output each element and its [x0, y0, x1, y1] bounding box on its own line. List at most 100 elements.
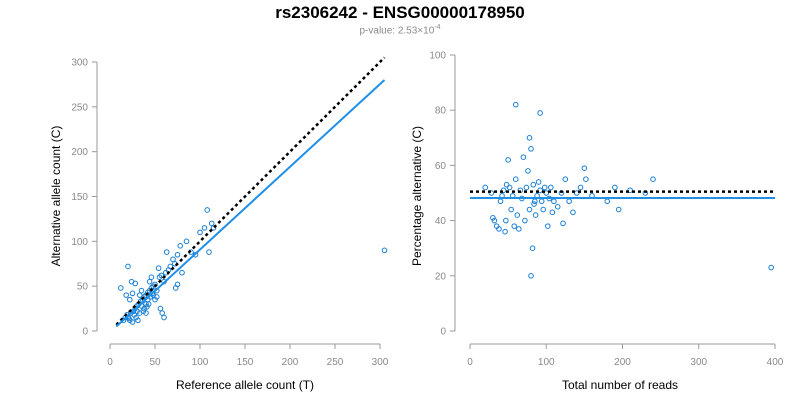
left-data-point	[145, 301, 152, 307]
right-y-tick-label: 40	[435, 216, 447, 227]
right-lines	[470, 190, 775, 199]
left-x-tick-label: 300	[372, 357, 389, 368]
left-data-point	[138, 287, 145, 294]
right-y-tick-label: 20	[435, 271, 447, 282]
left-data-point	[210, 225, 217, 231]
right-data-point	[581, 165, 588, 171]
left-data-point	[148, 274, 155, 281]
right-data-point	[523, 184, 530, 191]
right-y-tick-label: 80	[435, 106, 447, 117]
right-y-axis: 0 20 40 60 80 100	[429, 51, 456, 338]
left-data-point	[174, 251, 181, 258]
left-data-point	[161, 314, 167, 321]
left-x-tick-label: 250	[327, 357, 344, 368]
p-value-text: p-value: 2.53×10	[359, 25, 435, 37]
right-data-point	[537, 187, 543, 194]
left-data-point	[157, 305, 164, 312]
right-data-point	[500, 187, 507, 194]
left-data-point	[118, 285, 124, 291]
right-data-point	[512, 101, 519, 108]
left-lines	[115, 56, 386, 328]
left-y-tick-label: 200	[71, 147, 88, 158]
right-data-point	[543, 190, 550, 196]
right-data-point	[560, 220, 566, 227]
left-data-point	[179, 269, 185, 276]
right-data-point	[529, 245, 536, 251]
left-y-tick-label: 150	[71, 192, 88, 203]
right-x-tick-label: 0	[467, 357, 473, 368]
left-y-axis: 0 50 100 150 200 250 300	[71, 58, 98, 338]
right-data-point	[544, 223, 551, 229]
right-data-point	[627, 187, 633, 194]
left-data-point	[158, 272, 165, 279]
right-data-point	[566, 198, 572, 205]
left-data-point	[204, 207, 210, 213]
left-y-axis-label: Alternative allele count (C)	[49, 126, 63, 267]
right-data-point	[514, 212, 521, 218]
left-y-tick-label: 0	[82, 327, 88, 338]
chart-title: rs2306242 - ENSG00000178950	[275, 3, 525, 22]
right-data-point	[531, 201, 537, 207]
left-y-tick-label: 250	[71, 102, 88, 113]
right-points	[482, 101, 774, 279]
left-fit-line	[115, 79, 386, 328]
right-data-point	[512, 176, 519, 182]
right-x-tick-label: 400	[767, 357, 784, 368]
right-data-point	[548, 184, 554, 191]
right-data-point	[549, 209, 556, 216]
right-data-point	[537, 110, 543, 116]
right-data-point	[528, 273, 534, 279]
left-data-point	[159, 310, 165, 316]
right-data-point	[650, 176, 656, 182]
right-data-point	[488, 190, 495, 196]
right-data-point	[525, 168, 531, 174]
left-y-tick-label: 100	[71, 237, 88, 248]
left-data-point	[143, 301, 149, 307]
right-data-point	[503, 181, 510, 188]
right-data-point	[538, 198, 545, 205]
right-x-axis-label: Total number of reads	[562, 378, 678, 392]
right-data-point	[541, 184, 548, 191]
left-y-tick-label: 50	[77, 282, 89, 293]
right-data-point	[570, 209, 576, 216]
left-data-point	[136, 292, 143, 298]
right-x-axis: 0 100 200 300 400	[467, 343, 784, 368]
right-y-axis-label: Percentage alternative (C)	[410, 126, 424, 266]
left-data-point	[381, 247, 388, 254]
right-y-tick-label: 100	[429, 51, 446, 62]
right-data-point	[505, 157, 511, 163]
left-data-point	[123, 292, 129, 298]
right-data-point	[496, 226, 502, 232]
left-data-point	[132, 280, 138, 287]
right-data-point	[491, 217, 498, 224]
right-data-point	[532, 212, 539, 218]
left-data-point	[143, 310, 149, 316]
left-data-point	[170, 256, 176, 263]
left-y-tick-label: 300	[71, 58, 88, 69]
right-data-point	[562, 176, 569, 182]
right-data-point	[526, 206, 533, 213]
left-data-point	[155, 265, 162, 272]
left-data-point	[174, 281, 181, 288]
right-data-point	[540, 206, 547, 213]
left-x-tick-label: 0	[107, 357, 113, 368]
left-data-point	[127, 296, 133, 303]
right-data-point	[482, 184, 489, 191]
right-data-point	[497, 198, 504, 205]
right-x-tick-label: 200	[614, 357, 631, 368]
right-data-point	[522, 217, 528, 224]
left-data-point	[197, 229, 203, 236]
right-data-point	[604, 198, 611, 205]
p-value-exponent: -4	[434, 24, 441, 31]
right-data-point	[490, 215, 496, 221]
left-data-point	[163, 249, 170, 255]
right-data-point	[532, 198, 538, 205]
left-data-point	[208, 220, 215, 227]
right-data-point	[508, 206, 514, 213]
right-data-point	[506, 184, 513, 191]
right-data-point	[551, 198, 557, 205]
right-data-point	[583, 176, 589, 182]
